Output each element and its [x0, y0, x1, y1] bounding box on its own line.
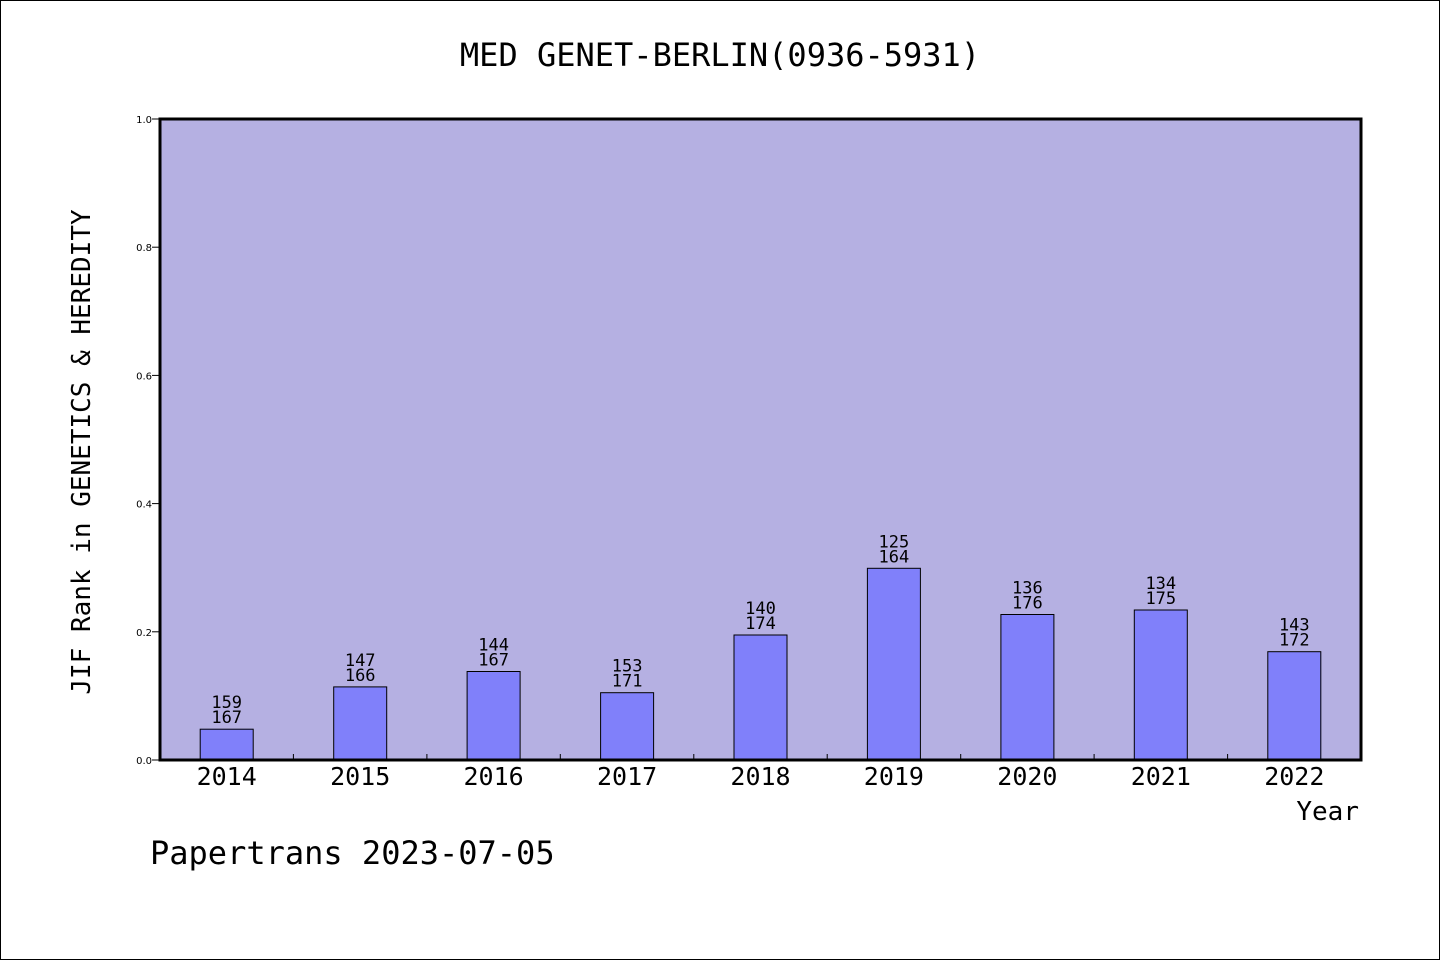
bar-total-label: 175: [1145, 589, 1176, 609]
x-tick-label: 2019: [864, 762, 924, 791]
y-tick-label: 0.8: [136, 243, 152, 254]
bar-2021: [1133, 609, 1188, 761]
y-axis-label: JIF Rank in GENETICS & HEREDITY: [67, 209, 97, 695]
y-tick-label: 0.2: [136, 628, 152, 639]
x-tick-label: 2015: [330, 762, 390, 791]
bar-2018: [733, 634, 788, 761]
bar-total-label: 171: [612, 672, 643, 692]
bar-rank-label: 144: [478, 636, 509, 656]
bar-total-label: 166: [345, 666, 376, 686]
x-tick-label: 2021: [1131, 762, 1191, 791]
bar-total-label: 167: [478, 651, 509, 671]
x-tick-label: 2014: [197, 762, 257, 791]
bar-rank-label: 147: [345, 651, 376, 671]
x-tick-label: 2017: [597, 762, 657, 791]
bar-rank-label: 136: [1012, 579, 1043, 599]
bar-2014: [199, 728, 254, 761]
bar-total-label: 164: [879, 547, 910, 567]
y-tick-label: 1.0: [136, 115, 152, 126]
bar-rank-label: 134: [1145, 574, 1176, 594]
footer-text: Papertrans 2023-07-05: [150, 834, 555, 872]
bar-total-label: 174: [745, 614, 776, 634]
y-tick-label: 0.0: [136, 756, 152, 767]
bar-rank-label: 153: [612, 657, 643, 677]
y-tick-label: 0.6: [136, 371, 152, 382]
x-tick-label: 2022: [1264, 762, 1324, 791]
x-tick-label: 2018: [730, 762, 790, 791]
bar-rank-label: 143: [1279, 616, 1310, 636]
bar-2015: [333, 686, 388, 761]
y-tick-label: 0.4: [136, 500, 152, 511]
bar-2022: [1267, 651, 1322, 761]
bar-rank-label: 125: [879, 532, 910, 552]
ticks-group: 2014 2015 2016 2017 2018 2019 2020 2021 2022 0.0 0…: [136, 115, 1324, 791]
x-tick-label: 2016: [463, 762, 523, 791]
bar-2020: [1000, 614, 1055, 761]
bar-rank-label: 140: [745, 599, 776, 619]
chart-title: MED GENET-BERLIN(0936-5931): [460, 36, 980, 74]
bar-rank-label: 159: [211, 693, 242, 713]
bar-total-label: 176: [1012, 594, 1043, 614]
x-tick-label: 2020: [997, 762, 1057, 791]
bar-2016: [466, 671, 521, 761]
bar-total-label: 172: [1279, 631, 1310, 651]
plot-border: [158, 117, 1363, 762]
x-axis-label: Year: [1296, 797, 1359, 827]
bar-2019: [866, 567, 921, 761]
bar-total-label: 167: [211, 708, 242, 728]
bar-2017: [600, 692, 655, 761]
